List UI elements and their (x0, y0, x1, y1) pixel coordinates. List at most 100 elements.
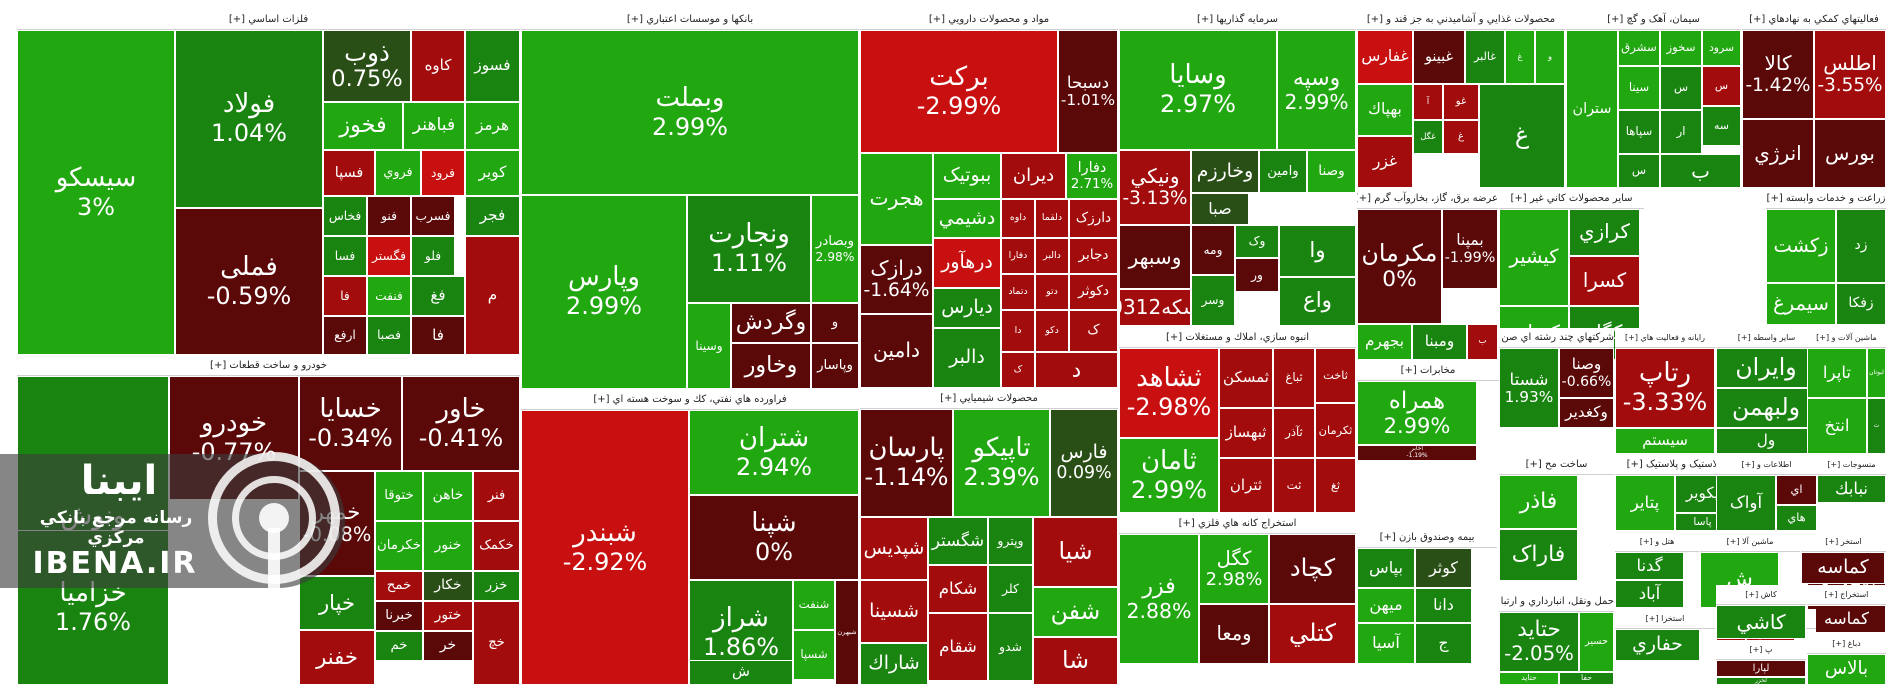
stock-tile[interactable]: زد (1836, 209, 1886, 283)
stock-tile[interactable]: سه (1702, 106, 1741, 146)
stock-tile[interactable]: رتاپ -3.33% (1615, 348, 1715, 428)
stock-tile[interactable]: فاراک (1499, 529, 1578, 581)
stock-tile[interactable]: شا (1033, 637, 1118, 685)
stock-tile[interactable]: غ (1443, 120, 1479, 154)
stock-tile[interactable]: فرود (421, 150, 465, 196)
stock-tile[interactable]: کوثر (1415, 548, 1472, 588)
stock-tile[interactable]: س (1618, 154, 1660, 188)
stock-tile[interactable]: ديارس (933, 288, 1001, 328)
stock-tile[interactable]: ومبنا (1412, 324, 1467, 360)
stock-tile[interactable]: غ (1479, 84, 1565, 188)
stock-tile[interactable]: وبملت 2.99% (521, 30, 859, 195)
stock-tile[interactable]: ک (1001, 352, 1035, 388)
stock-tile[interactable]: ت (1867, 398, 1886, 454)
stock-tile[interactable]: ثکرمان (1315, 403, 1356, 458)
stock-tile[interactable]: ب (1660, 154, 1741, 188)
stock-tile[interactable]: کالا -1.42% (1742, 30, 1814, 119)
stock-tile[interactable]: گدنا (1615, 552, 1684, 580)
stock-tile[interactable]: لبوتان (1867, 348, 1886, 398)
stock-tile[interactable]: ديران (1001, 153, 1066, 199)
stock-tile[interactable]: ختوقا (375, 471, 423, 521)
stock-tile[interactable]: ذوب 0.75% (323, 30, 411, 102)
stock-tile[interactable]: کماسه (1807, 605, 1886, 633)
stock-tile[interactable]: حتايد (1499, 672, 1559, 685)
stock-tile[interactable]: غو (1443, 84, 1479, 120)
stock-tile[interactable]: آ (1413, 84, 1443, 120)
stock-tile[interactable]: پارسان -1.14% (860, 409, 953, 517)
stock-tile[interactable]: دالبر (1035, 238, 1069, 274)
stock-tile[interactable]: بهپاك (1357, 84, 1413, 136)
stock-tile[interactable]: فملی -0.59% (175, 208, 323, 355)
stock-tile[interactable]: شسپا (793, 630, 835, 680)
stock-tile[interactable]: دکوثر (1069, 274, 1118, 310)
sector-header[interactable]: حمل ونقل، انبارداري و ارتبا [+] (1499, 592, 1614, 612)
stock-tile[interactable]: دالبر (933, 328, 1001, 388)
stock-tile[interactable]: خسايا -0.34% (299, 376, 402, 471)
stock-tile[interactable]: ثتران (1219, 458, 1273, 513)
stock-tile[interactable]: وپاسار (811, 343, 859, 389)
stock-tile[interactable]: سخوز (1660, 30, 1702, 66)
stock-tile[interactable]: دلقما (1035, 199, 1069, 238)
stock-tile[interactable]: ومه (1191, 225, 1235, 275)
stock-tile[interactable]: شفن (1033, 587, 1118, 637)
stock-tile[interactable]: ستران (1566, 30, 1618, 188)
stock-tile[interactable]: ثباغ (1273, 348, 1315, 408)
sector-header[interactable]: بيمه وصندوق بازن [+] (1357, 528, 1497, 548)
stock-tile[interactable]: کوير (465, 150, 520, 196)
stock-tile[interactable]: اطلس -3.55% (1814, 30, 1886, 119)
stock-tile[interactable]: غگل (1413, 120, 1443, 154)
stock-tile[interactable]: کيشير (1499, 209, 1569, 306)
stock-tile[interactable]: کگل 2.98% (1199, 534, 1269, 604)
stock-tile[interactable]: دشيمي (933, 199, 1001, 238)
stock-tile[interactable]: فخوز (323, 102, 403, 150)
stock-tile[interactable]: وخاور (731, 343, 811, 389)
stock-tile[interactable]: انتخ (1807, 398, 1867, 454)
stock-tile[interactable]: هاي (1776, 505, 1817, 531)
sector-header[interactable]: مخابرات [+] (1357, 361, 1499, 381)
stock-tile[interactable]: اي (1776, 475, 1817, 505)
stock-tile[interactable]: هجرت (860, 153, 933, 245)
stock-tile[interactable]: فنفت (367, 276, 411, 316)
stock-tile[interactable]: م (465, 236, 520, 355)
stock-tile[interactable]: شستا 1.93% (1499, 348, 1559, 428)
stock-tile[interactable]: وسر (1191, 275, 1235, 326)
stock-tile[interactable]: خاهن (423, 471, 473, 521)
stock-tile[interactable]: ول (1716, 428, 1816, 454)
stock-tile[interactable]: ولبهمن (1716, 388, 1816, 428)
stock-tile[interactable]: خکار (423, 571, 473, 601)
stock-tile[interactable]: دفارا (1001, 238, 1035, 274)
stock-tile[interactable]: ونيکي -3.13% (1119, 150, 1191, 225)
stock-tile[interactable]: بورس (1814, 119, 1886, 188)
stock-tile[interactable]: سپاها (1618, 110, 1660, 154)
sector-header[interactable]: استخرا [+] (1615, 609, 1715, 629)
stock-tile[interactable]: شبندر -2.92% (521, 410, 689, 685)
stock-tile[interactable]: ثاخت (1315, 348, 1356, 403)
stock-tile[interactable]: ثغ (1315, 458, 1356, 513)
sector-header[interactable]: بانکها و موسسات اعتباري [+] (521, 10, 859, 30)
stock-tile[interactable]: وپترو (988, 517, 1033, 565)
stock-tile[interactable]: دفارا 2.71% (1066, 153, 1118, 199)
stock-tile[interactable]: وک (1235, 225, 1279, 258)
stock-tile[interactable]: نبابك (1817, 475, 1886, 503)
stock-tile[interactable]: درازک -1.64% (860, 245, 933, 314)
stock-tile[interactable]: خمح (375, 571, 423, 601)
stock-tile[interactable]: فصبا (367, 316, 411, 355)
stock-tile[interactable]: سشرق (1618, 30, 1660, 66)
stock-tile[interactable]: کماسه (1801, 552, 1885, 584)
stock-tile[interactable]: فسرب (411, 196, 455, 236)
stock-tile[interactable]: ببوتيک (933, 153, 1001, 199)
stock-tile[interactable]: حسير (1579, 612, 1614, 672)
sector-header[interactable]: استخراج [+] (1807, 585, 1886, 605)
stock-tile[interactable]: دکو (1035, 310, 1069, 352)
stock-tile[interactable]: سيستم (1615, 428, 1715, 454)
stock-tile[interactable]: واع (1279, 277, 1356, 326)
stock-tile[interactable]: وخارزم (1191, 150, 1259, 193)
stock-tile[interactable]: وگردش (731, 303, 811, 343)
stock-tile[interactable]: دا (1001, 310, 1035, 352)
sector-header[interactable]: سيمان، آهک و گچ [+] (1566, 10, 1741, 30)
stock-tile[interactable]: خزر (473, 571, 520, 601)
stock-tile[interactable]: ب (1467, 324, 1498, 360)
stock-tile[interactable]: وکغدير (1559, 398, 1614, 428)
stock-tile[interactable]: لپارا (1716, 660, 1806, 677)
stock-tile[interactable]: فجر (465, 196, 520, 236)
